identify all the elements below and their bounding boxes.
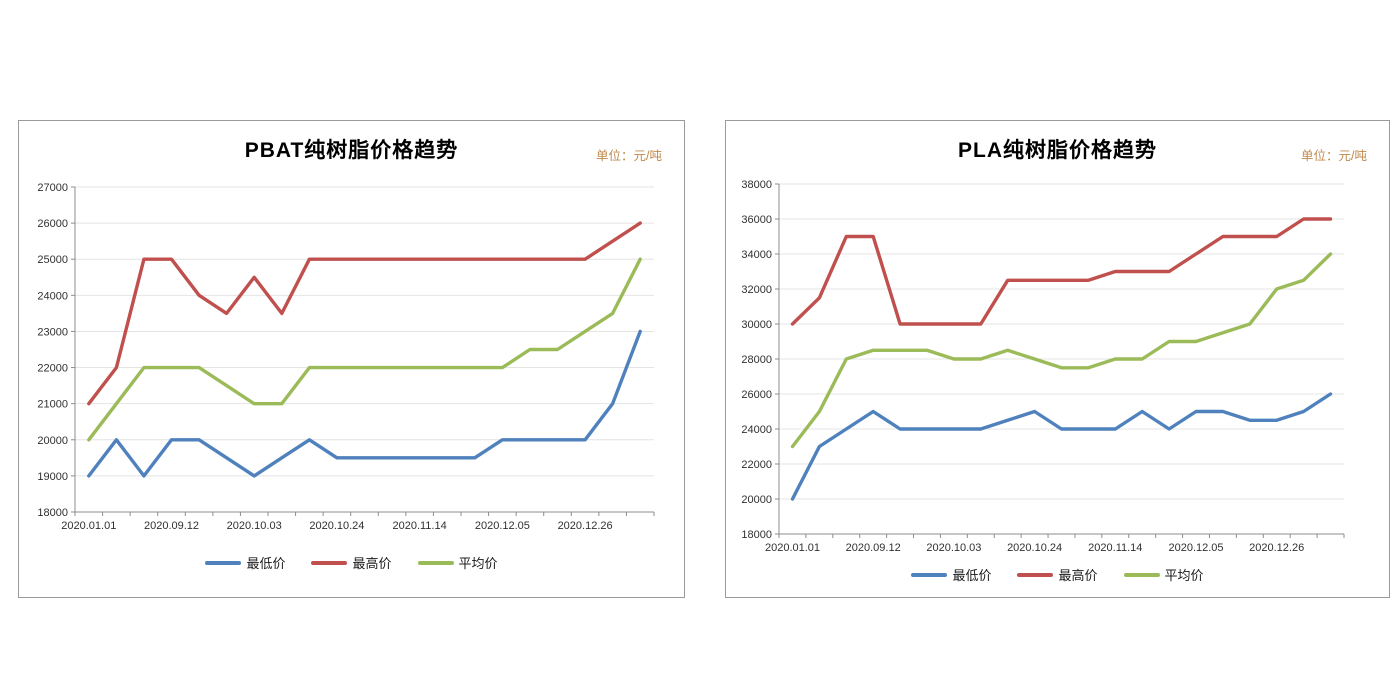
legend-item: 最高价 xyxy=(1017,565,1098,584)
y-axis-label: 18000 xyxy=(741,529,772,541)
min-price-line xyxy=(790,392,1333,501)
x-axis-label: 2020.12.05 xyxy=(475,520,530,532)
x-axis-label: 2020.01.01 xyxy=(61,520,116,532)
legend-item: 最高价 xyxy=(311,553,392,572)
x-axis-label: 2020.12.26 xyxy=(558,520,613,532)
y-axis-label: 32000 xyxy=(741,284,772,296)
legend-item: 最低价 xyxy=(911,565,991,584)
x-axis-label: 2020.10.03 xyxy=(227,520,282,532)
legend-label: 最低价 xyxy=(246,556,286,571)
y-axis-label: 36000 xyxy=(741,214,772,226)
x-axis-label: 2020.09.12 xyxy=(144,520,199,532)
avg-price-line xyxy=(790,252,1333,449)
x-axis-label: 2020.10.24 xyxy=(309,520,364,532)
y-axis-label: 23000 xyxy=(37,326,68,338)
legend-label: 平均价 xyxy=(458,556,498,571)
pbat-legend: 最低价 最高价 平均价 xyxy=(19,553,684,572)
legend-swatch xyxy=(1123,572,1160,577)
y-axis-label: 24000 xyxy=(37,290,68,302)
max-price-line xyxy=(790,217,1333,326)
y-axis-label: 34000 xyxy=(741,249,772,261)
legend-label: 最低价 xyxy=(952,568,992,583)
y-axis-label: 18000 xyxy=(37,507,68,519)
y-axis-label: 19000 xyxy=(37,471,68,483)
x-axis-label: 2020.10.24 xyxy=(1007,542,1062,554)
legend-swatch xyxy=(417,560,454,565)
y-axis-label: 22000 xyxy=(741,459,772,471)
x-axis-label: 2020.11.14 xyxy=(392,520,446,532)
legend-item: 平均价 xyxy=(417,553,498,572)
y-axis-label: 26000 xyxy=(37,218,68,230)
legend-swatch xyxy=(311,560,348,565)
legend-label: 最高价 xyxy=(352,556,392,571)
y-axis-label: 20000 xyxy=(741,494,772,506)
legend-label: 平均价 xyxy=(1164,568,1204,583)
x-axis-label: 2020.09.12 xyxy=(846,542,901,554)
y-axis-label: 24000 xyxy=(741,424,772,436)
y-axis-label: 28000 xyxy=(741,354,772,366)
x-axis-label: 2020.12.05 xyxy=(1168,542,1223,554)
legend-swatch xyxy=(911,572,948,577)
pla-unit-label: 单位：元/吨 xyxy=(1301,149,1367,163)
avg-price-line xyxy=(87,257,642,442)
pla-plot-area: 18000 20000 22000 24000 26000 28000 30000 32000… xyxy=(741,179,1345,554)
pla-legend: 最低价 最高价 平均价 xyxy=(726,565,1389,584)
y-axis-label: 21000 xyxy=(37,399,68,411)
y-axis-label: 20000 xyxy=(37,435,68,447)
legend-item: 最低价 xyxy=(205,553,285,572)
x-axis-label: 2020.10.03 xyxy=(926,542,981,554)
pbat-chart-title: PBAT纯树脂价格趋势 xyxy=(244,139,459,162)
pla-chart-card: 18000 20000 22000 24000 26000 28000 30000 32000… xyxy=(725,120,1390,598)
pla-chart-title: PLA纯树脂价格趋势 xyxy=(958,139,1157,162)
min-price-line xyxy=(87,329,642,478)
legend-label: 最高价 xyxy=(1058,568,1098,583)
max-price-line xyxy=(87,221,642,406)
x-axis-label: 2020.01.01 xyxy=(765,542,820,554)
legend-swatch xyxy=(1017,572,1054,577)
y-axis-label: 38000 xyxy=(741,179,772,191)
y-axis-label: 22000 xyxy=(37,363,68,375)
pbat-chart-card: 18000 19000 20000 21000 22000 23000 24000 25000… xyxy=(18,120,685,598)
legend-item: 平均价 xyxy=(1123,565,1204,584)
y-axis-label: 26000 xyxy=(741,389,772,401)
legend-swatch xyxy=(205,560,242,565)
pbat-unit-label: 单位：元/吨 xyxy=(596,149,662,163)
y-axis-label: 27000 xyxy=(37,182,68,194)
x-axis-label: 2020.11.14 xyxy=(1088,542,1142,554)
y-axis-label: 25000 xyxy=(37,254,68,266)
y-axis-label: 30000 xyxy=(741,319,772,331)
x-axis-label: 2020.12.26 xyxy=(1249,542,1304,554)
pbat-plot-area: 18000 19000 20000 21000 22000 23000 24000 25000… xyxy=(37,182,655,532)
